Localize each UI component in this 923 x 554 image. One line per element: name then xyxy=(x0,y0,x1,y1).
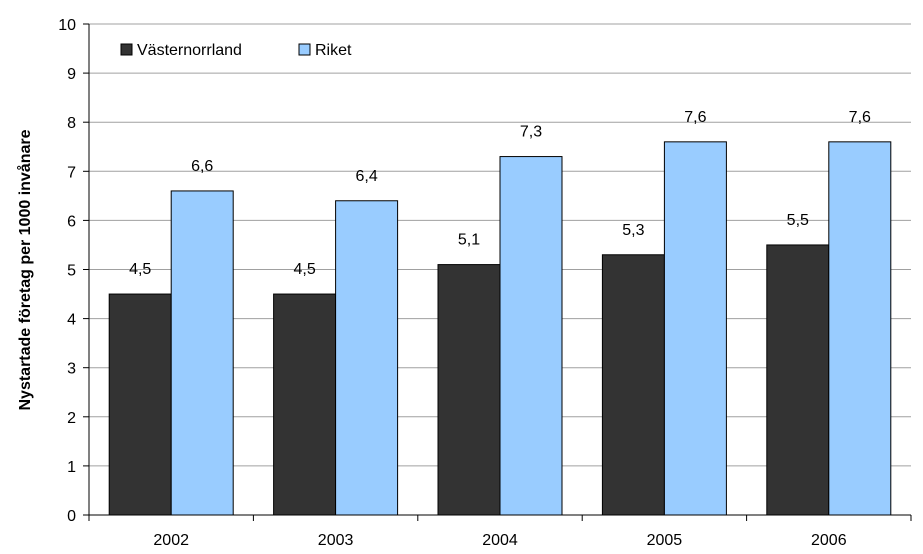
y-tick-label: 8 xyxy=(67,115,76,132)
legend-swatch-vasternorrland xyxy=(120,43,133,56)
y-tick-label: 2 xyxy=(67,410,76,427)
bar-vasternorrland-2004 xyxy=(437,264,501,516)
data-label: 4,5 xyxy=(293,261,315,278)
data-label: 7,6 xyxy=(684,109,706,126)
y-tick-label: 3 xyxy=(67,361,76,378)
data-label: 5,5 xyxy=(787,212,809,229)
y-tick-label: 7 xyxy=(67,164,76,181)
data-label: 4,5 xyxy=(129,261,151,278)
data-label: 7,3 xyxy=(520,124,542,141)
y-tick-label: 6 xyxy=(67,213,76,230)
y-tick-label: 9 xyxy=(67,66,76,83)
bars xyxy=(108,141,892,516)
bar-riket-2002 xyxy=(170,190,234,516)
data-label: 6,4 xyxy=(355,168,377,185)
legend-label-riket: Riket xyxy=(315,42,352,59)
data-label: 6,6 xyxy=(191,158,213,175)
x-tick-label: 2002 xyxy=(153,532,189,549)
y-tick-label: 4 xyxy=(67,312,76,329)
y-tick-label: 10 xyxy=(58,17,76,34)
data-label: 7,6 xyxy=(849,109,871,126)
y-tick-label: 1 xyxy=(67,459,76,476)
bar-riket-2004 xyxy=(499,156,563,516)
x-tick-label: 2006 xyxy=(811,532,847,549)
bar-vasternorrland-2002 xyxy=(108,293,172,516)
x-tick-label: 2005 xyxy=(647,532,683,549)
data-label: 5,3 xyxy=(622,222,644,239)
bar-riket-2006 xyxy=(828,141,892,516)
bar-riket-2003 xyxy=(335,200,399,516)
legend-swatch-riket xyxy=(298,43,311,56)
bar-vasternorrland-2003 xyxy=(273,293,337,516)
legend-label-vasternorrland: Västernorrland xyxy=(137,42,242,59)
x-tick-label: 2003 xyxy=(318,532,354,549)
y-tick-label: 5 xyxy=(67,263,76,280)
x-tick-label: 2004 xyxy=(482,532,518,549)
y-axis-title: Nystartade företag per 1000 invånare xyxy=(16,129,34,410)
data-labels: 4,5 6,6 4,5 6,4 5,1 7,3 5,3 7,6 5,5 7,6 xyxy=(129,109,871,278)
bar-riket-2005 xyxy=(663,141,727,516)
bar-vasternorrland-2006 xyxy=(766,244,830,516)
y-tick-label: 0 xyxy=(67,508,76,525)
axes: 0 1 2 3 4 5 6 7 8 9 10 2002 2003 2004 2005 2006 xyxy=(58,17,912,549)
bar-vasternorrland-2005 xyxy=(601,254,665,516)
data-label: 5,1 xyxy=(458,232,480,249)
legend: Västernorrland Riket xyxy=(120,42,352,59)
